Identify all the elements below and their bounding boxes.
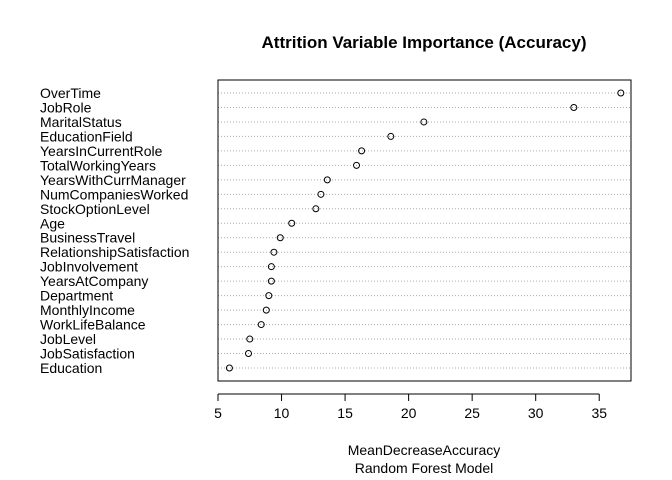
category-label: TotalWorkingYears (40, 157, 156, 173)
x-tick-label: 15 (337, 405, 353, 421)
data-point (617, 89, 625, 97)
data-points (225, 89, 625, 372)
data-point (246, 335, 254, 343)
category-label: NumCompaniesWorked (40, 186, 188, 202)
data-point (570, 103, 578, 111)
category-label: EducationField (40, 128, 133, 144)
x-tick-label: 5 (214, 405, 222, 421)
category-label: JobLevel (40, 331, 96, 347)
category-label: MonthlyIncome (40, 302, 135, 318)
category-label: Education (40, 360, 102, 376)
data-point (358, 147, 366, 155)
category-label: Department (40, 288, 113, 304)
data-point (262, 306, 270, 314)
data-point (387, 132, 395, 140)
data-point (225, 364, 233, 372)
data-point (420, 118, 428, 126)
data-point (244, 350, 252, 358)
category-label: YearsInCurrentRole (40, 143, 163, 159)
x-tick-label: 20 (401, 405, 417, 421)
x-axis-title: MeanDecreaseAccuracy (348, 442, 501, 458)
data-point (276, 234, 284, 242)
data-point (312, 205, 320, 213)
category-label: Age (40, 215, 65, 231)
x-tick-label: 25 (464, 405, 480, 421)
data-point (267, 277, 275, 285)
category-label: JobInvolvement (40, 259, 138, 275)
data-point (257, 321, 265, 329)
data-point (265, 292, 273, 300)
category-label: YearsWithCurrManager (40, 172, 186, 188)
data-point (317, 190, 325, 198)
data-point (267, 263, 275, 271)
data-point (288, 219, 296, 227)
category-label: JobSatisfaction (40, 346, 135, 362)
category-label: JobRole (40, 99, 92, 115)
x-tick-label: 10 (274, 405, 290, 421)
x-tick-label: 35 (591, 405, 607, 421)
category-label: YearsAtCompany (40, 273, 148, 289)
category-label: RelationshipSatisfaction (40, 244, 189, 260)
category-label: OverTime (40, 85, 101, 101)
x-axis: 5 10 15 20 25 30 35 (214, 393, 607, 421)
guide-lines (218, 92, 631, 369)
category-label: MaritalStatus (40, 114, 122, 130)
data-point (323, 176, 331, 184)
plot-frame (217, 79, 632, 382)
category-labels: OverTimeJobRoleMaritalStatusEducationFie… (40, 85, 189, 376)
data-point (353, 161, 361, 169)
x-tick-label: 30 (528, 405, 544, 421)
category-label: BusinessTravel (40, 230, 135, 246)
chart-title: Attrition Variable Importance (Accuracy) (262, 33, 587, 52)
data-point (270, 248, 278, 256)
category-label: WorkLifeBalance (40, 317, 146, 333)
category-label: StockOptionLevel (40, 201, 150, 217)
chart-subtitle: Random Forest Model (355, 460, 494, 476)
